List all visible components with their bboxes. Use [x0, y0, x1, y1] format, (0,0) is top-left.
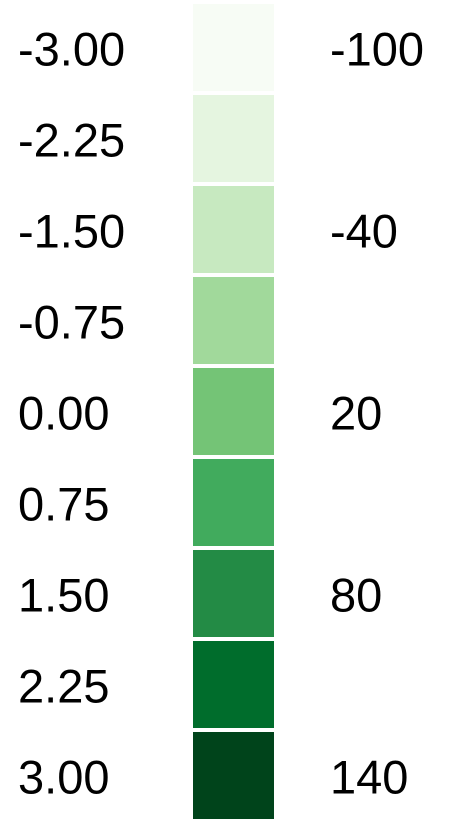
- legend-swatch: [193, 641, 274, 728]
- legend-swatch: [193, 95, 274, 182]
- left-scale-label: -3.00: [18, 23, 125, 76]
- left-scale-label: 0.75: [18, 478, 109, 531]
- right-scale-label: -40: [330, 205, 398, 258]
- left-scale-label: -0.75: [18, 296, 125, 349]
- right-scale-labels: -100 -40 20 80 140: [330, 23, 424, 804]
- legend-swatches: [193, 4, 274, 819]
- legend-swatch: [193, 550, 274, 637]
- legend-swatch: [193, 186, 274, 273]
- legend-swatch: [193, 368, 274, 455]
- left-scale-label: -2.25: [18, 114, 125, 167]
- right-scale-label: 80: [330, 569, 382, 622]
- left-scale-label: 2.25: [18, 660, 109, 713]
- legend-swatch: [193, 732, 274, 819]
- left-scale-labels: -3.00 -2.25 -1.50 -0.75 0.00 0.75 1.50 2.25 3.00: [18, 23, 125, 804]
- left-scale-label: -1.50: [18, 205, 125, 258]
- right-scale-label: -100: [330, 23, 424, 76]
- left-scale-label: 0.00: [18, 387, 109, 440]
- legend-swatch: [193, 4, 274, 91]
- legend-swatch: [193, 277, 274, 364]
- right-scale-label: 140: [330, 751, 408, 804]
- right-scale-label: 20: [330, 387, 382, 440]
- left-scale-label: 3.00: [18, 751, 109, 804]
- legend-swatch: [193, 459, 274, 546]
- left-scale-label: 1.50: [18, 569, 109, 622]
